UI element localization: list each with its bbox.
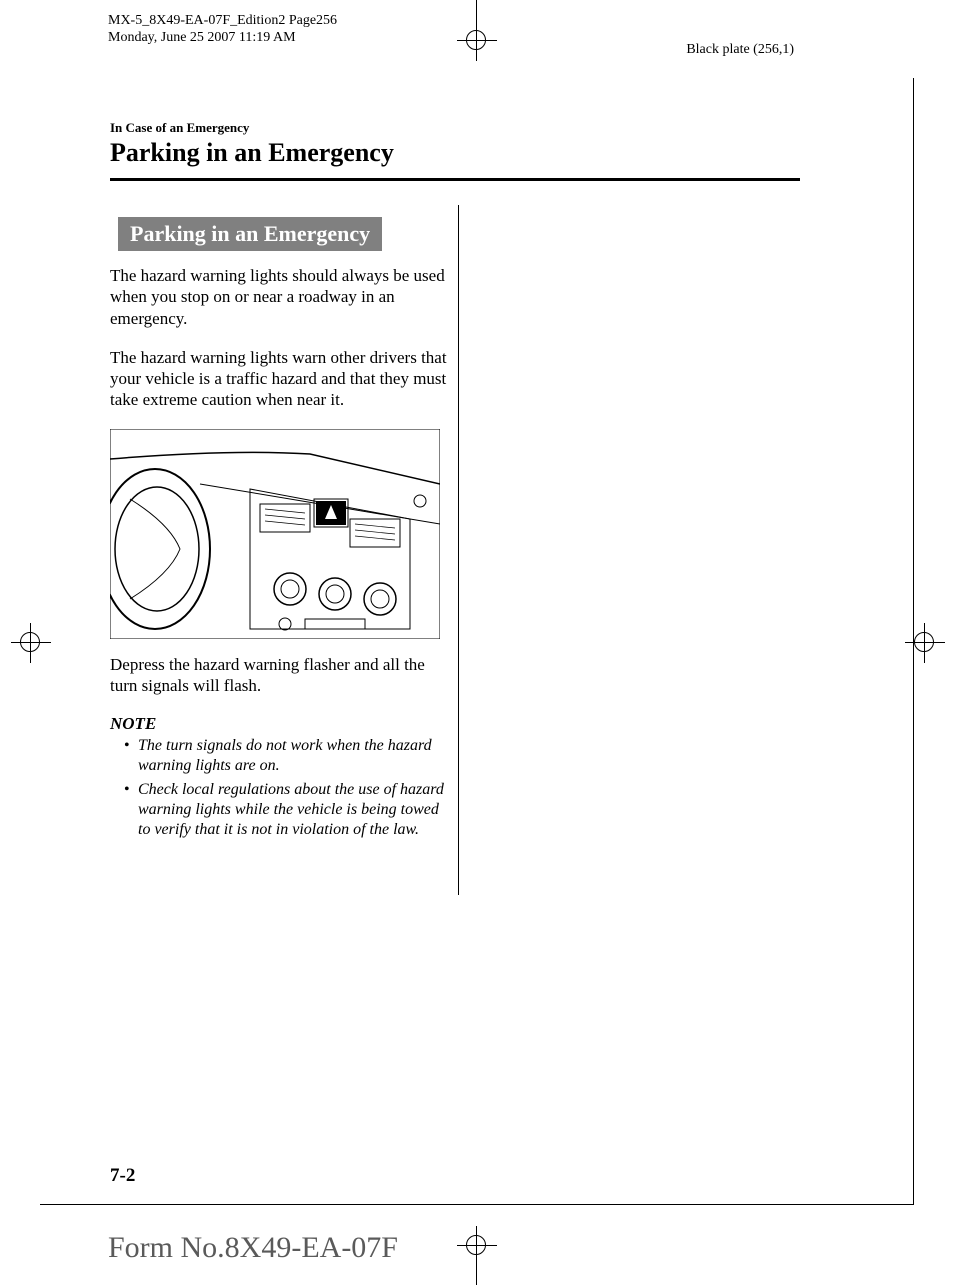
form-number: Form No.8X49-EA-07F [108,1231,398,1265]
doc-timestamp: Monday, June 25 2007 11:19 AM [108,30,337,47]
registration-mark-icon [20,632,40,652]
registration-mark-icon [914,632,934,652]
section-title: Parking in an Emergency [118,217,382,251]
chapter-title: Parking in an Emergency [110,138,800,168]
chapter-label: In Case of an Emergency [110,120,800,136]
doc-id: MX-5_8X49-EA-07F_Edition2 Page256 [108,13,337,30]
header-meta: MX-5_8X49-EA-07F_Edition2 Page256 Monday… [108,13,337,47]
note-list: The turn signals do not work when the ha… [110,736,448,840]
body-para-3: Depress the hazard warning flasher and a… [110,654,448,697]
page-number: 7-2 [110,1165,135,1187]
column-divider [458,205,459,895]
registration-mark-icon [466,1235,486,1255]
body-para-1: The hazard warning lights should always … [110,265,448,329]
chapter-rule [110,178,800,181]
dashboard-illustration [110,429,440,639]
note-item: The turn signals do not work when the ha… [124,736,448,776]
note-item: Check local regulations about the use of… [124,780,448,840]
plate-label: Black plate (256,1) [686,42,794,58]
note-heading: NOTE [110,714,448,734]
registration-mark-icon [466,30,486,50]
body-para-2: The hazard warning lights warn other dri… [110,347,448,411]
page-content: In Case of an Emergency Parking in an Em… [110,120,800,844]
left-column: Parking in an Emergency The hazard warni… [110,217,448,840]
